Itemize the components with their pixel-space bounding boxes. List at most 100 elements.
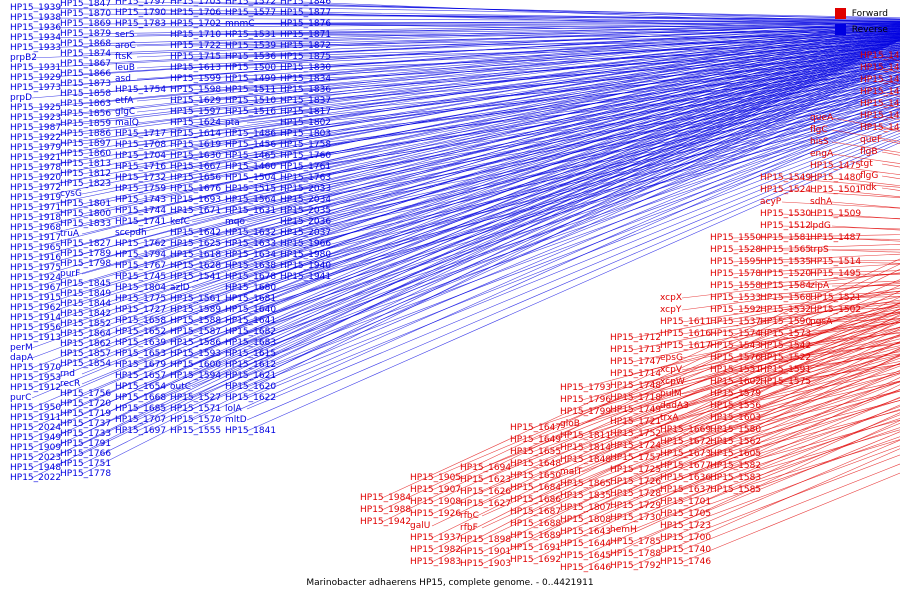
reverse-gene-label-connector [81,43,900,295]
forward-gene-label: HP15_1535 [760,257,811,267]
reverse-gene-label: HP15_1775 [115,294,166,304]
forward-gene-label: HP15_1865 [560,479,611,489]
forward-gene-label: HP15_1689 [510,531,561,541]
forward-gene-label: malT [560,467,583,477]
forward-gene-label-connector [731,361,900,395]
reverse-gene-label-connector [191,45,900,124]
reverse-gene-label: HP15_1504 [225,173,276,183]
reverse-gene-label-connector [191,76,900,267]
reverse-gene-label: HP15_1950 [10,403,61,413]
reverse-gene-label: HP15_1841 [225,426,276,436]
forward-gene-label-connector [731,234,900,239]
reverse-gene-label-connector [31,29,900,229]
reverse-gene-label-connector [246,111,900,322]
reverse-gene-label: HP15_1797 [115,0,166,7]
reverse-gene-label-connector [246,123,900,366]
reverse-gene-label-connector [136,22,900,36]
reverse-gene-label: HP15_1615 [225,349,276,359]
forward-gene-label-connector [681,272,900,299]
reverse-gene-label-connector [301,34,900,38]
forward-gene-label: HP15_1984 [360,493,411,503]
forward-gene-label-connector [381,268,900,523]
reverse-gene-label: purF [60,269,80,279]
forward-gene-label: HP15_1721 [610,417,661,427]
forward-gene-label: HP15_1757 [610,453,661,463]
label-connector-lines [31,1,900,569]
forward-gene-label-connector [531,370,900,537]
reverse-gene-label: HP15_1571 [170,404,221,414]
forward-gene-label-connector [731,380,900,419]
forward-gene-label-connector [681,327,900,371]
reverse-gene-label: HP15_1978 [10,163,61,173]
forward-gene-label: HP15_1576 [710,353,761,363]
forward-gene-label: HP15_1509 [810,209,861,219]
forward-gene-label: HP15_1988 [360,505,411,515]
forward-gene-label: HP15_1524 [760,185,811,195]
forward-gene-label: lpdG [810,221,831,231]
forward-gene-label-connector [481,308,900,481]
reverse-gene-label-connector [301,86,900,179]
reverse-gene-label: HP15_1801 [60,199,111,209]
forward-gene-label-connector [881,151,900,156]
forward-gene-label: HP15_1530 [760,209,811,219]
reverse-gene-label-connector [191,47,900,135]
forward-gene-label: HP15_1626 [460,487,511,497]
reverse-gene-label: HP15_1751 [60,459,111,469]
reverse-gene-label: HP15_1719 [60,409,111,419]
reverse-gene-label-connector [301,120,900,278]
reverse-gene-label: HP15_1727 [115,305,166,315]
reverse-gene-label: pta [225,118,240,128]
reverse-gene-label-connector [81,25,900,85]
forward-gene-label-connector [581,373,900,497]
reverse-gene-label: HP15_1745 [115,272,166,282]
reverse-gene-label: HP15_1631 [225,206,276,216]
forward-gene-label: HP15_1646 [560,563,611,573]
reverse-gene-label-connector [81,21,900,35]
forward-gene-label-connector [431,302,900,527]
reverse-gene-label: HP15_2037 [280,228,331,238]
forward-gene-label: HP15_1647 [510,423,561,433]
reverse-gene-label-connector [136,27,900,69]
reverse-gene-label: lolA [225,404,243,414]
reverse-gene-label: HP15_1703 [170,0,221,7]
forward-gene-label: HP15_1808 [560,515,611,525]
forward-gene-label-connector [681,409,900,479]
forward-gene-label: HP15_1521 [810,293,861,303]
reverse-gene-label: HP15_1909 [10,443,61,453]
reverse-gene-label-connector [301,74,900,146]
reverse-gene-label: HP15_2034 [280,195,331,205]
forward-gene-label-connector [381,263,900,511]
reverse-gene-label-connector [301,56,900,91]
reverse-gene-label-connector [246,108,900,311]
forward-gene-label-connector [631,355,900,435]
reverse-gene-label: HP15_1744 [115,206,166,216]
forward-gene-label-connector [531,377,900,549]
forward-gene-label-connector [681,454,900,539]
reverse-gene-label: HP15_1846 [280,0,331,7]
forward-gene-label: HP15_1580 [710,425,761,435]
forward-gene-label: HP15_1848 [560,455,611,465]
reverse-gene-label-connector [191,95,900,355]
forward-gene-label: dadA3 [660,401,689,411]
reverse-gene-label: HP15_1864 [60,329,111,339]
reverse-gene-label-connector [246,129,900,388]
reverse-gene-label: HP15_1572 [225,0,276,7]
reverse-gene-label: HP15_1668 [115,393,166,403]
reverse-gene-label: HP15_1516 [225,107,276,117]
forward-gene-label: HP15_1590 [760,317,811,327]
reverse-gene-label: HP15_1844 [60,299,111,309]
reverse-gene-label: prpD [10,93,32,103]
reverse-gene-label: HP15_1845 [60,279,111,289]
forward-gene-label-connector [681,445,900,527]
reverse-gene-label: HP15_1783 [115,19,166,29]
reverse-gene-label: HP15_1918 [10,213,61,223]
reverse-gene-label-connector [301,67,900,124]
reverse-gene-label: HP15_1598 [170,85,221,95]
forward-gene-label: HP15_1650 [510,471,561,481]
reverse-gene-label: HP15_1722 [170,41,221,51]
reverse-gene-label-connector [191,40,900,102]
forward-gene-label: HP15_1687 [510,507,561,517]
reverse-gene-label-connector [191,42,900,113]
forward-gene-label-connector [581,381,900,509]
forward-gene-label: HP15_1691 [510,543,561,553]
